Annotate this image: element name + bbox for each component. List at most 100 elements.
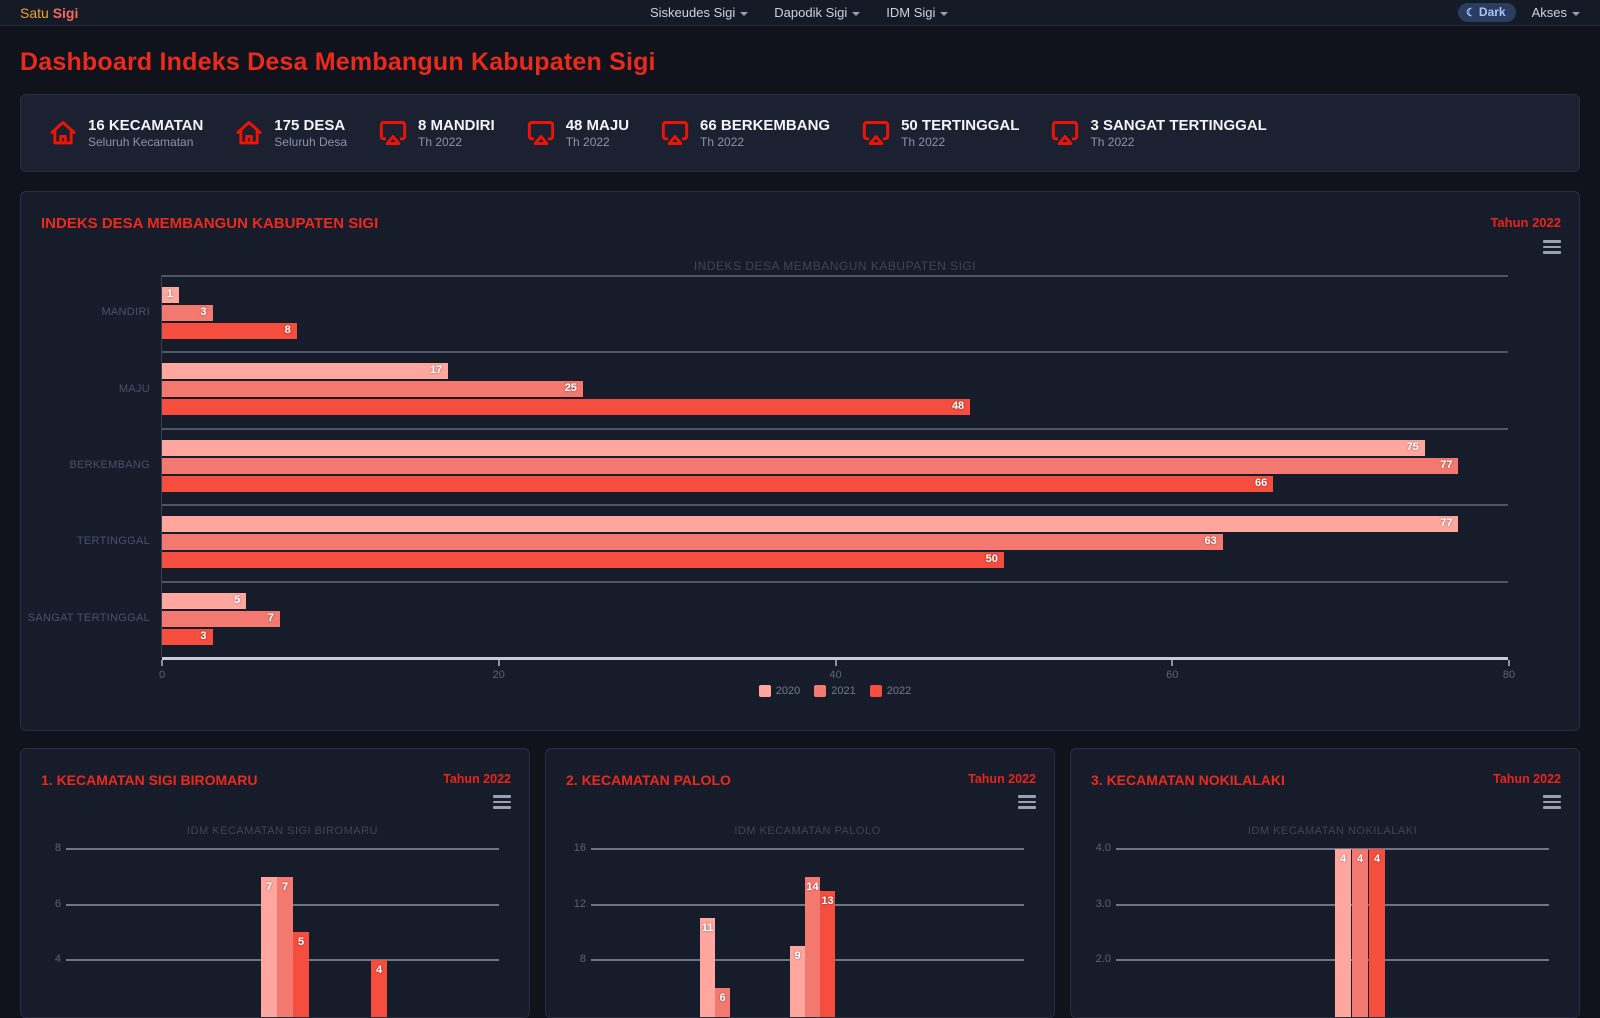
stat-kecamatan: 16 KECAMATAN Seluruh Kecamatan: [49, 117, 203, 149]
x-axis-line: [162, 657, 1508, 660]
legend-item-2020[interactable]: 2020: [758, 685, 800, 697]
chevron-down-icon: [740, 11, 749, 16]
kecamatan-chart-plot: IDM KECAMATAN PALOLO 16 12 8 11 6 9 14 13: [546, 749, 1054, 1017]
legend-item-2022[interactable]: 2022: [869, 685, 912, 697]
y-tick-label: 16: [573, 842, 586, 854]
year-badge: Tahun 2022: [1493, 772, 1561, 786]
airplay-icon: [1051, 119, 1079, 147]
stat-value: 175 DESA: [274, 117, 346, 134]
bar-2022-mandiri: 8: [162, 323, 297, 339]
hamburger-icon[interactable]: [1018, 795, 1036, 812]
brand-part1: Satu: [20, 4, 49, 21]
nav-item-dapodik[interactable]: Dapodik Sigi: [774, 5, 861, 20]
y-tick-label: 2.0: [1095, 953, 1111, 965]
bar-2022-sangat-tertinggal: 3: [162, 628, 213, 645]
x-axis-tick: [834, 660, 837, 666]
hamburger-icon[interactable]: [1543, 795, 1561, 812]
y-gridline: [66, 848, 499, 850]
y-tick-label: 6: [54, 897, 61, 910]
y-tick-label: 8: [579, 953, 586, 965]
stat-sub: Th 2022: [700, 135, 745, 149]
brand-part2: Sigi: [52, 4, 79, 21]
stat-sub: Th 2022: [565, 135, 610, 149]
main-chart-plot: INDEKS DESA MEMBANGUN KABUPATEN SIGI 202…: [28, 259, 1515, 697]
kecamatan-card-nokilalaki: 3. KECAMATAN NOKILALAKI Tahun 2022 IDM K…: [1070, 748, 1580, 1018]
bar-2020-maju: 17: [162, 363, 449, 380]
airplay-icon: [379, 119, 407, 147]
band-gridline: [162, 504, 1508, 507]
bar-2022-berkembang: 66: [162, 475, 1274, 492]
navbar: Satu Sigi Siskeudes Sigi Dapodik Sigi ID…: [0, 0, 1600, 26]
x-axis-tick: [1508, 660, 1510, 666]
account-menu-akses[interactable]: Akses: [1532, 5, 1580, 20]
column-value-label: 4: [1373, 853, 1381, 865]
theme-toggle-dark[interactable]: ☾ Dark: [1458, 3, 1516, 22]
x-tick-label: 20: [492, 669, 505, 681]
moon-icon: ☾: [1466, 7, 1476, 19]
column-value-label: 9: [794, 950, 801, 963]
brand-logo[interactable]: Satu Sigi: [20, 5, 78, 21]
hamburger-icon[interactable]: [493, 795, 511, 812]
stat-value: 16 KECAMATAN: [88, 117, 204, 134]
stat-sub: Seluruh Desa: [274, 135, 348, 149]
x-axis-tick: [161, 660, 163, 666]
year-badge: Tahun 2022: [1490, 215, 1561, 230]
y-tick-label: 8: [54, 842, 61, 854]
category-label: MAJU: [118, 382, 150, 395]
stat-tertinggal: 50 TERTINGGAL Th 2022: [862, 117, 1019, 149]
bar-value-label: 3: [200, 629, 207, 642]
column-2022: 5: [293, 932, 309, 1017]
chevron-down-icon: [940, 11, 949, 16]
column-2020: 4: [1335, 849, 1351, 1017]
legend-label: 2022: [886, 685, 912, 697]
stat-mandiri: 8 MANDIRI Th 2022: [379, 117, 495, 149]
kecamatan-chart-inner-title: IDM KECAMATAN PALOLO: [734, 825, 881, 837]
stat-sub: Th 2022: [418, 135, 463, 149]
stat-maju: 48 MAJU Th 2022: [527, 117, 629, 149]
stat-value: 50 TERTINGGAL: [901, 117, 1020, 134]
navbar-right: ☾ Dark Akses: [1458, 3, 1580, 22]
column-value-label: 6: [719, 991, 726, 1004]
kecamatan-chart-inner-title: IDM KECAMATAN NOKILALAKI: [1247, 825, 1418, 837]
kecamatan-card-title: 3. KECAMATAN NOKILALAKI: [1091, 772, 1285, 788]
home-icon: [49, 119, 77, 147]
kecamatan-card-title: 1. KECAMATAN SIGI BIROMARU: [41, 772, 258, 788]
bar-2021-berkembang: 77: [162, 457, 1459, 474]
stat-sub: Seluruh Kecamatan: [88, 135, 194, 149]
nav-menu: Siskeudes Sigi Dapodik Sigi IDM Sigi: [650, 5, 949, 20]
column-value-label: 4: [375, 964, 383, 976]
stat-sub: Th 2022: [1090, 135, 1135, 149]
stat-berkembang: 66 BERKEMBANG Th 2022: [661, 117, 830, 149]
bar-2020-sangat-tertinggal: 5: [162, 592, 247, 609]
column-2020: 7: [261, 876, 277, 1017]
hamburger-icon[interactable]: [1543, 240, 1561, 257]
column-value-label: 7: [281, 880, 289, 893]
bar-value-label: 75: [1406, 440, 1419, 453]
column-2022: 4: [371, 960, 387, 1017]
bar-2021-mandiri: 3: [162, 305, 213, 321]
legend-item-2021[interactable]: 2021: [814, 685, 856, 697]
bar-value-label: 48: [951, 400, 965, 413]
column-2020: 11: [700, 918, 715, 1017]
x-tick-label: 0: [158, 669, 166, 681]
nav-item-siskeudes[interactable]: Siskeudes Sigi: [650, 5, 749, 20]
stat-value: 8 MANDIRI: [418, 117, 495, 134]
bar-2022-tertinggal: 50: [162, 552, 1004, 569]
column-2022: 13: [820, 890, 835, 1017]
kecamatan-cards-row: 1. KECAMATAN SIGI BIROMARU Tahun 2022 ID…: [20, 748, 1580, 1018]
band-gridline: [162, 580, 1508, 583]
bar-2021-maju: 25: [162, 381, 583, 398]
x-tick-label: 40: [829, 669, 842, 681]
legend-swatch: [814, 685, 827, 697]
nav-item-idm[interactable]: IDM Sigi: [886, 5, 949, 20]
band-gridline: [162, 275, 1508, 277]
main-chart-card: INDEKS DESA MEMBANGUN KABUPATEN SIGI Tah…: [20, 191, 1580, 731]
kecamatan-card-palolo: 2. KECAMATAN PALOLO Tahun 2022 IDM KECAM…: [545, 748, 1055, 1018]
y-tick-label: 12: [573, 897, 586, 910]
band-gridline: [162, 351, 1508, 354]
bar-value-label: 17: [429, 364, 443, 377]
bar-2021-tertinggal: 63: [162, 534, 1223, 551]
column-value-label: 4: [1356, 853, 1364, 865]
bar-2020-tertinggal: 77: [162, 516, 1459, 533]
